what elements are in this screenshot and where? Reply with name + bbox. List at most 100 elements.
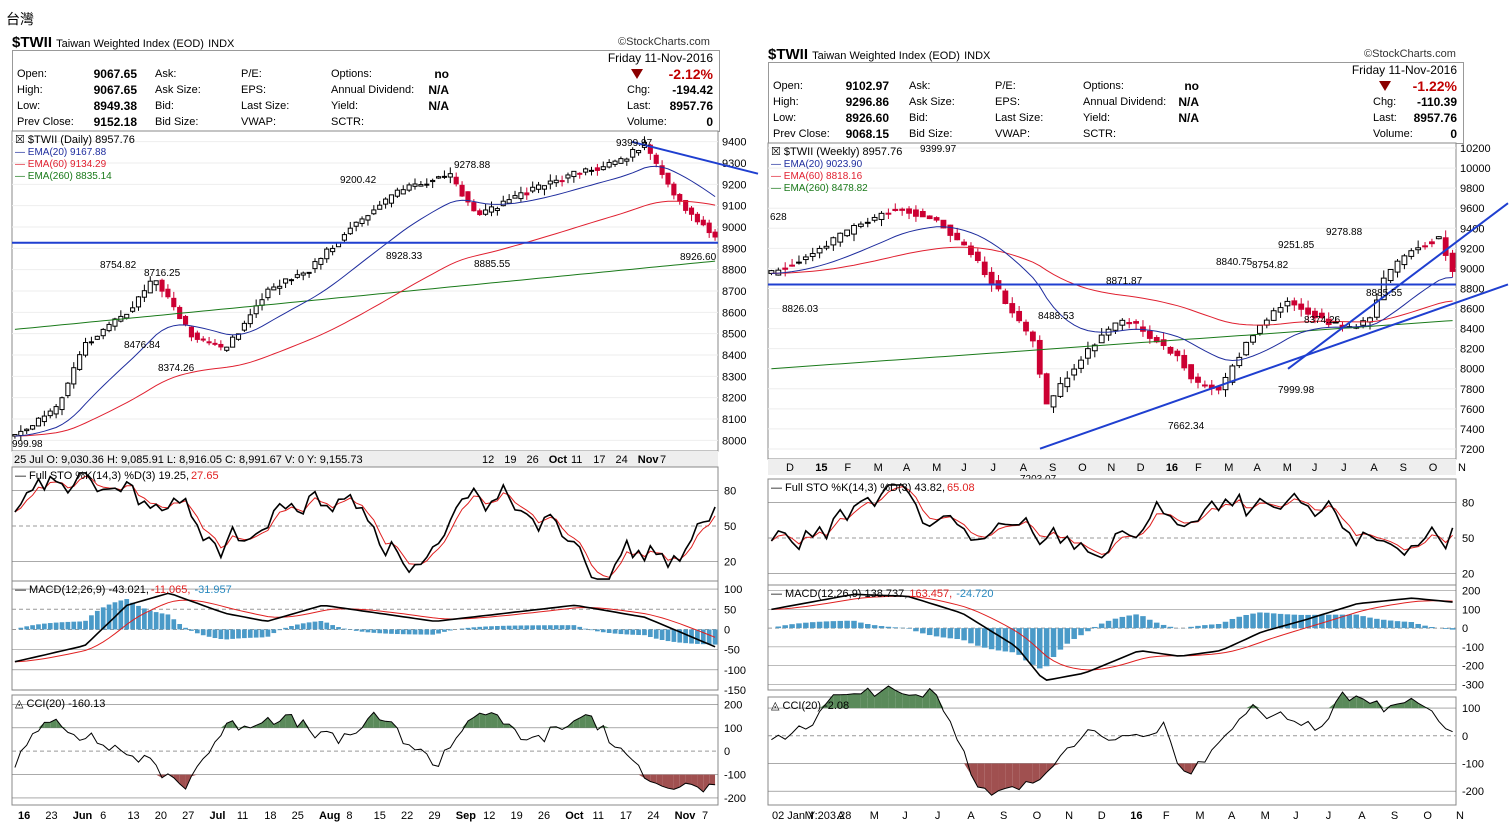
bottom-date-label: S: [1391, 810, 1398, 822]
price-axis-label: 7600: [1460, 404, 1484, 416]
macd-hist-bar: [1016, 628, 1022, 655]
candle-body: [1174, 350, 1181, 357]
candle-body: [694, 213, 700, 223]
candle-body: [653, 154, 659, 164]
cci-fill: [840, 694, 848, 709]
bottom-date-label: Jul: [210, 810, 226, 822]
candle-body: [606, 161, 612, 168]
macd-axis-label: 100: [1462, 604, 1480, 616]
macd-hist-bar: [1284, 614, 1291, 629]
q-label: Bid Size:: [909, 128, 953, 140]
macd-hist-bar: [318, 621, 324, 630]
candle-body: [665, 172, 671, 185]
candle-body: [94, 335, 100, 340]
ema260-legend: — EMA(260) 8478.82: [771, 183, 868, 194]
macd-hist-bar: [89, 615, 94, 630]
macd-hist-bar: [1140, 616, 1146, 629]
macd-hist-bar: [324, 622, 330, 630]
price-axis-label: 8800: [722, 265, 746, 277]
q-value: N/A: [428, 99, 449, 113]
macd-hist-bar: [400, 629, 406, 635]
cci-axis-label: 0: [724, 746, 730, 758]
candle-body: [954, 232, 961, 241]
candle-body: [159, 279, 165, 292]
cci-axis-label: 0: [1462, 731, 1468, 743]
candle-body: [659, 165, 665, 175]
candle-body: [974, 251, 981, 261]
candle-body: [1181, 354, 1188, 369]
macd-hist-bar: [553, 625, 559, 630]
macd-hist-bar: [1381, 619, 1387, 629]
cci-fill: [191, 774, 198, 777]
candle-body: [1016, 310, 1023, 322]
price-annotation: 8488.53: [1038, 311, 1075, 322]
candle-body: [612, 160, 618, 165]
date-tick-label: Nov: [638, 454, 660, 466]
macd-hist-bar: [277, 629, 283, 631]
q-label: High:: [773, 96, 799, 108]
macd-hist-bar: [683, 629, 688, 644]
macd-hist-bar: [858, 622, 864, 629]
candle-body: [53, 406, 59, 415]
candle-body: [330, 247, 336, 253]
sto-legend-d: 27.65: [191, 470, 219, 482]
macd-hist-bar: [947, 628, 954, 639]
bottom-date-label: A: [967, 810, 975, 822]
cci-fill: [1363, 699, 1370, 709]
q-label: EPS:: [241, 84, 267, 96]
candle-body: [135, 296, 142, 308]
candle-body: [1098, 334, 1105, 344]
macd-hist-bar: [200, 629, 206, 636]
cci-fill: [509, 724, 516, 728]
candle-body: [506, 199, 512, 204]
stockcharts-watermark: ©StockCharts.com: [618, 36, 710, 48]
date-tick-label: 17: [593, 454, 605, 466]
candle-body: [383, 198, 389, 205]
cci-fill: [673, 774, 680, 790]
candle-body: [926, 215, 933, 220]
macd-hist-bar: [459, 628, 465, 630]
cci-fill: [909, 694, 916, 709]
date-tick-label: S: [1049, 462, 1056, 474]
macd-hist-bar: [1250, 613, 1256, 629]
panel-header: $TWII Taiwan Weighted Index (EOD) INDX ©…: [768, 30, 1511, 63]
ema20-line: [14, 165, 716, 437]
cci-axis-label: 100: [724, 723, 742, 735]
cci-fill: [922, 688, 930, 709]
macd-hist-bar: [359, 629, 365, 632]
q-value: -110.39: [1416, 95, 1457, 109]
q-label: Prev Close:: [773, 128, 830, 140]
cci-fill: [998, 763, 1006, 791]
price-axis-label: 8900: [722, 243, 746, 255]
bottom-date-label: 24: [647, 810, 659, 822]
macd-hist-bar: [1078, 628, 1084, 636]
macd-hist-bar: [1071, 628, 1077, 639]
candle-body: [230, 336, 236, 348]
candle-body: [851, 224, 857, 235]
candle-body: [406, 184, 412, 191]
candle-body: [913, 209, 919, 217]
cci-legend: ◬ CCI(20) -160.13: [15, 698, 105, 710]
candle-body: [588, 169, 595, 172]
macd-signal-line: [14, 599, 716, 663]
price-annotation: 8885.55: [1366, 288, 1403, 299]
date-strip: [768, 459, 1456, 475]
macd-hist-bar: [1401, 621, 1408, 629]
cci-fill: [991, 763, 999, 796]
bottom-date-label: M: [1195, 810, 1204, 822]
macd-hist-bar: [65, 621, 71, 630]
macd-hist-bar: [306, 622, 312, 630]
macd-hist-bar: [906, 628, 912, 629]
macd-hist-bar: [653, 629, 659, 639]
macd-hist-bar: [312, 621, 318, 630]
candle-body: [100, 328, 106, 337]
candle-body: [1195, 376, 1201, 383]
bottom-date-label: 6: [100, 810, 106, 822]
bottom-date-label: 13: [127, 810, 139, 822]
date-tick-label: 12: [482, 454, 494, 466]
macd-hist-bar: [265, 629, 271, 637]
candle-body: [1318, 312, 1325, 319]
cci-fill: [1342, 692, 1350, 709]
macd-hist-bar: [477, 626, 483, 630]
candle-body: [1277, 307, 1284, 313]
